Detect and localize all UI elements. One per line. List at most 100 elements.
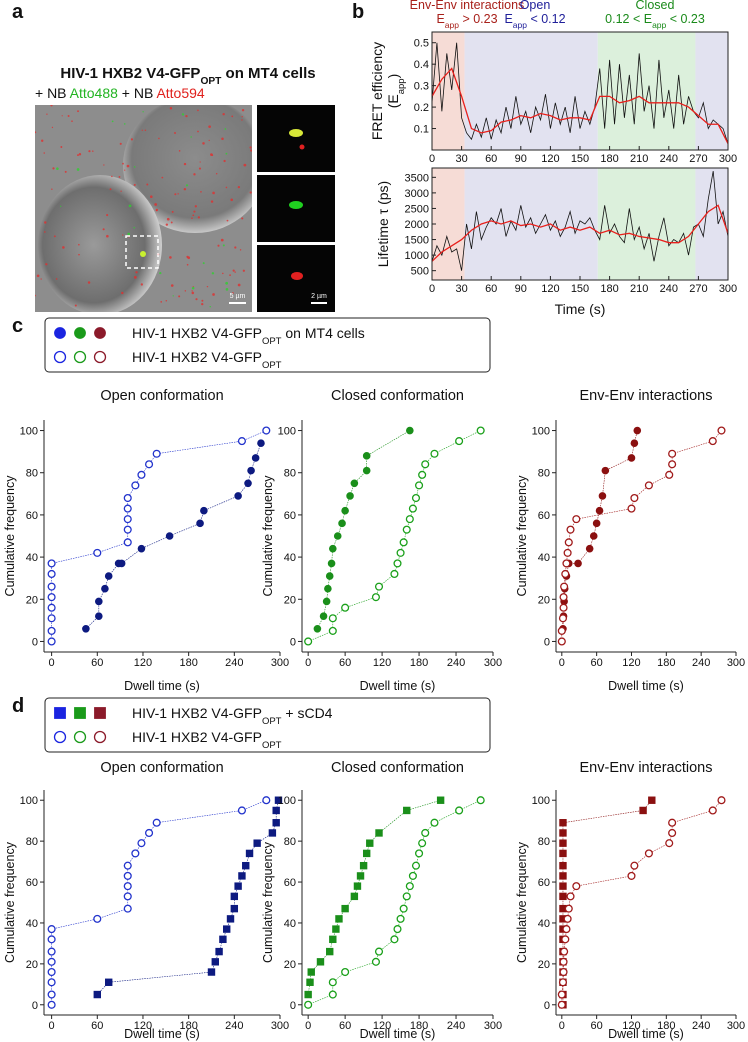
- marker: [211, 958, 219, 966]
- background-spot: [127, 232, 131, 236]
- background-spot: [197, 109, 199, 112]
- marker: [708, 437, 717, 446]
- background-spot: [191, 290, 193, 292]
- x-tick-label: 0: [305, 657, 311, 669]
- background-spot: [201, 302, 204, 306]
- y-tick-label: 60: [26, 510, 38, 522]
- x-tick-label: 180: [600, 283, 618, 295]
- marker: [338, 519, 346, 528]
- text-part: HIV-1 HXB2 V4-GFP: [132, 349, 262, 365]
- y-tick-label: 2000: [405, 219, 429, 231]
- marker: [402, 892, 411, 901]
- background-spot: [53, 235, 56, 238]
- marker: [559, 892, 567, 901]
- y-axis-label: Lifetime τ (ps): [375, 181, 391, 267]
- background-spot: [225, 288, 229, 291]
- marker: [341, 967, 350, 977]
- x-tick-label: 90: [515, 153, 527, 165]
- marker: [123, 871, 132, 880]
- marker: [237, 806, 246, 815]
- marker: [421, 828, 430, 838]
- marker: [123, 493, 132, 503]
- y-axis-label: Cumulative frequency: [3, 841, 17, 963]
- marker: [644, 849, 653, 858]
- marker: [564, 904, 573, 913]
- y-tick-label: 20: [284, 959, 296, 971]
- connector-line: [561, 800, 722, 1005]
- marker: [665, 839, 674, 848]
- marker: [559, 829, 567, 837]
- connector-line: [561, 430, 722, 642]
- background-spot: [118, 175, 121, 178]
- y-axis-label: Cumulative frequency: [515, 475, 529, 597]
- marker: [396, 548, 405, 557]
- marker: [94, 707, 106, 719]
- y-axis-label: Cumulative frequency: [515, 841, 529, 963]
- y-axis-label: Cumulative frequency: [3, 475, 17, 597]
- marker: [561, 935, 570, 944]
- background-spot: [142, 111, 144, 113]
- marker: [152, 449, 161, 458]
- text-part: FRET efficiency: [369, 42, 385, 140]
- marker: [238, 872, 246, 880]
- background-spot: [215, 173, 218, 175]
- x-tick-label: 300: [727, 657, 745, 669]
- y-tick-label: 60: [284, 510, 296, 522]
- marker: [350, 479, 359, 488]
- marker: [411, 493, 421, 503]
- marker: [145, 828, 154, 838]
- marker: [559, 861, 567, 870]
- background-spot: [170, 221, 173, 224]
- y-axis-label: FRET efficiency: [369, 42, 385, 140]
- background-spot: [64, 170, 67, 173]
- x-tick-label: 120: [373, 657, 391, 669]
- x-tick-label: 120: [622, 1020, 640, 1032]
- y-tick-label: 40: [26, 918, 38, 930]
- marker: [94, 327, 106, 339]
- background-spot: [249, 146, 252, 149]
- text-part: Atto488: [70, 85, 118, 101]
- x-tick-label: 0: [559, 1020, 565, 1032]
- background-spot: [210, 153, 213, 156]
- marker: [356, 872, 365, 880]
- y-tick-label: 20: [538, 959, 550, 971]
- x-axis-label: Dwell time (s): [360, 679, 436, 693]
- y-tick-label: 0.5: [414, 38, 429, 50]
- marker: [251, 454, 260, 462]
- marker: [563, 548, 572, 557]
- panel-label: c: [12, 315, 23, 337]
- background-spot: [133, 227, 135, 229]
- y-tick-label: 80: [538, 468, 550, 480]
- x-tick-label: 210: [630, 283, 648, 295]
- x-tick-label: 300: [727, 1020, 745, 1032]
- background-spot: [61, 115, 63, 117]
- marker: [668, 818, 677, 827]
- background-spot: [237, 283, 241, 287]
- background-spot: [133, 166, 136, 168]
- marker: [418, 470, 427, 479]
- marker: [350, 892, 359, 901]
- marker: [668, 828, 677, 838]
- marker: [244, 479, 252, 488]
- scale-bar-label: 5 µm: [230, 293, 246, 300]
- marker: [53, 730, 67, 744]
- x-tick-label: 240: [447, 657, 465, 669]
- marker: [559, 819, 567, 827]
- text-part: HIV-1 HXB2 V4-GFP: [132, 325, 262, 341]
- panel-label: b: [352, 1, 364, 23]
- x-tick-label: 120: [373, 1020, 391, 1032]
- marker: [346, 492, 354, 500]
- background-spot: [191, 217, 193, 219]
- marker: [93, 548, 102, 557]
- background-spot: [160, 301, 163, 303]
- marker: [665, 470, 674, 479]
- y-tick-label: 60: [538, 510, 550, 522]
- background-spot: [169, 256, 172, 259]
- marker: [137, 470, 146, 479]
- marker: [123, 882, 132, 891]
- background-spot: [77, 154, 79, 157]
- marker: [245, 849, 254, 858]
- red-spot: [291, 272, 303, 280]
- marker: [572, 515, 581, 524]
- marker: [234, 882, 242, 890]
